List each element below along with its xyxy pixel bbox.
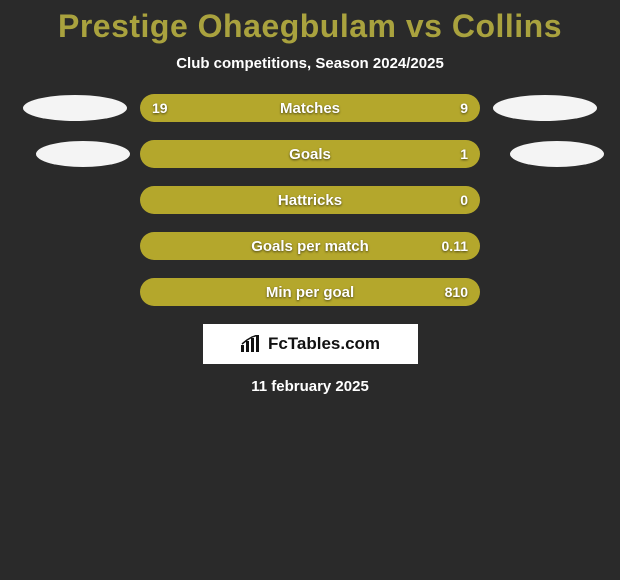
avatar-ellipse — [36, 141, 130, 167]
page-title: Prestige Ohaegbulam vs Collins — [0, 8, 620, 45]
stat-row: 1Goals — [0, 140, 620, 168]
date-text: 11 february 2025 — [0, 378, 620, 395]
avatar-ellipse — [493, 95, 597, 121]
subtitle: Club competitions, Season 2024/2025 — [0, 55, 620, 72]
logo-box: FcTables.com — [203, 324, 418, 364]
infographic-container: Prestige Ohaegbulam vs Collins Club comp… — [0, 0, 620, 580]
barchart-icon — [240, 335, 262, 353]
stat-label: Goals — [140, 140, 480, 168]
stat-bar: 0.11Goals per match — [140, 232, 480, 260]
stat-label: Matches — [140, 94, 480, 122]
stat-bar: 199Matches — [140, 94, 480, 122]
player-avatar-left — [16, 141, 130, 167]
stat-bar: 810Min per goal — [140, 278, 480, 306]
avatar-ellipse — [23, 95, 127, 121]
logo-text: FcTables.com — [268, 334, 380, 354]
player-avatar-right — [490, 141, 604, 167]
stat-label: Goals per match — [140, 232, 480, 260]
avatar-ellipse — [510, 141, 604, 167]
stat-label: Min per goal — [140, 278, 480, 306]
stat-row: 0.11Goals per match — [0, 232, 620, 260]
logo-panel: FcTables.com — [0, 324, 620, 364]
stat-label: Hattricks — [140, 186, 480, 214]
stat-row: 199Matches — [0, 94, 620, 122]
stat-row: 0Hattricks — [0, 186, 620, 214]
stat-row: 810Min per goal — [0, 278, 620, 306]
title-text: Prestige Ohaegbulam vs Collins — [58, 8, 562, 44]
stat-bar: 0Hattricks — [140, 186, 480, 214]
player-avatar-left — [20, 95, 130, 121]
stat-rows: 199Matches 1Goals 0Hattricks 0.11Goals per … — [0, 94, 620, 306]
player-avatar-right — [490, 95, 600, 121]
stat-bar: 1Goals — [140, 140, 480, 168]
